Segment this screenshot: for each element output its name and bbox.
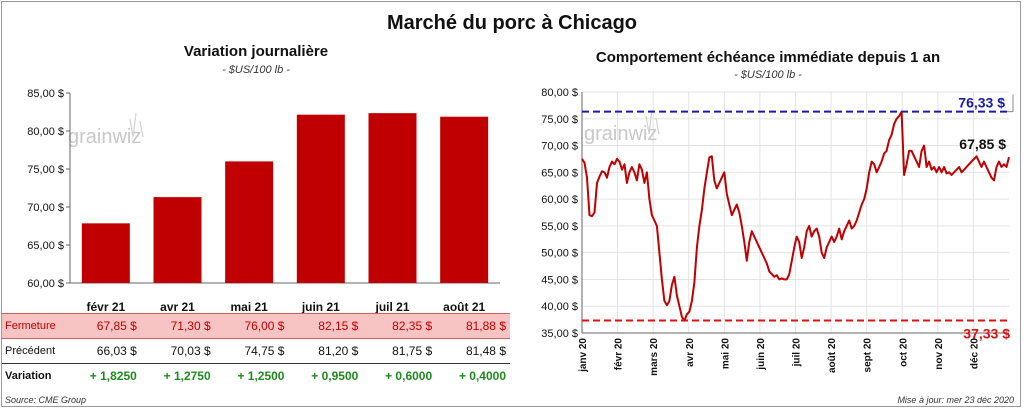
bar-y-tick-label: 60,00 $ — [27, 278, 64, 290]
previous-value: 81,75 $ — [362, 338, 437, 364]
line-chart: 35,00 $ 40,00 $ 45,00 $ 50,00 $ 55,00 $ 60,00… — [541, 87, 1014, 376]
line-y-tick-label: 70,00 $ — [541, 141, 578, 153]
close-value: 82,35 $ — [362, 313, 437, 339]
bar-y-tick-label: 75,00 $ — [27, 164, 64, 176]
line-y-tick-label: 65,00 $ — [541, 167, 578, 179]
previous-value: 81,20 $ — [288, 338, 363, 364]
close-value: 76,00 $ — [214, 313, 289, 339]
bar — [153, 197, 202, 283]
close-value: 82,15 $ — [288, 313, 363, 339]
line-x-tick-label: avr 20 — [685, 338, 696, 367]
bar-x-tick-label: avr 21 — [160, 300, 195, 314]
previous-row: Précédent 66,03 $ 70,03 $ 74,75 $ 81,20 … — [2, 338, 510, 364]
bar — [368, 113, 417, 283]
line-x-tick-label: oct 20 — [898, 338, 909, 367]
bar-x-tick-label: févr 21 — [86, 300, 125, 314]
line-x-tick-label: janv 20 — [578, 338, 589, 373]
variation-value: + 1,2750 — [163, 369, 211, 383]
bar — [81, 223, 130, 283]
right-chart-unit: - $US/100 lb - — [734, 69, 802, 81]
updated-note: Mise à jour: mer 23 déc 2020 — [897, 395, 1014, 405]
close-row: Fermeture 67,85 $ 71,30 $ 76,00 $ 82,15 … — [2, 313, 510, 339]
line-y-tick-label: 35,00 $ — [541, 328, 578, 340]
bar-x-tick-label: juil 21 — [374, 300, 409, 314]
left-chart-unit: - $US/100 lb - — [222, 64, 290, 76]
line-y-tick-label: 75,00 $ — [541, 114, 578, 126]
grainwiz-watermark: grainwiz — [584, 109, 660, 145]
close-label: Fermeture — [2, 313, 67, 339]
bar-y-tick-label: 85,00 $ — [27, 88, 64, 100]
watermark-mark — [645, 109, 660, 135]
line-x-tick-label: août 20 — [827, 338, 838, 373]
last-label: 67,85 $ — [959, 136, 1006, 152]
bar — [296, 114, 345, 283]
previous-label: Précédent — [2, 338, 67, 364]
right-chart-title: Comportement échéance immédiate depuis 1… — [595, 49, 941, 66]
line-x-tick-label: sept 20 — [863, 338, 874, 373]
bar-y-tick-label: 80,00 $ — [27, 126, 64, 138]
close-value: 81,88 $ — [436, 313, 510, 339]
line-x-tick-label: mars 20 — [649, 338, 660, 376]
bar — [440, 116, 489, 283]
variation-value: + 0,4000 — [458, 369, 506, 383]
bar-x-tick-label: mai 21 — [230, 300, 268, 314]
line-x-tick-label: nov 20 — [934, 338, 945, 370]
line-x-tick-label: juin 20 — [756, 338, 767, 371]
grainwiz-watermark: grainwiz — [68, 112, 144, 148]
variation-label: Variation — [5, 370, 52, 382]
bar-x-tick-label: août 21 — [443, 300, 485, 314]
variation-value: + 0,6000 — [385, 369, 433, 383]
line-y-tick-label: 40,00 $ — [541, 301, 578, 313]
previous-value: 70,03 $ — [140, 338, 215, 364]
left-chart-title: Variation journalière — [183, 43, 329, 60]
line-y-tick-label: 55,00 $ — [541, 221, 578, 233]
line-x-tick-label: déc 20 — [969, 338, 980, 370]
variation-value: + 1,2500 — [237, 369, 285, 383]
watermark-text: grainwiz — [584, 123, 657, 145]
bar-x-tick-label: juin 21 — [301, 300, 340, 314]
watermark-mark — [129, 112, 144, 138]
previous-value: 74,75 $ — [214, 338, 289, 364]
line-y-tick-label: 50,00 $ — [541, 248, 578, 260]
bar-chart: grainwiz 60,00 $ 65,00 $ 70,00 $ 75,00 $ 80,0… — [27, 88, 500, 314]
price-table: Fermeture 67,85 $ 71,30 $ 76,00 $ 82,15 … — [2, 313, 510, 388]
variation-value: + 0,9500 — [311, 369, 359, 383]
high-label: 76,33 $ — [958, 95, 1005, 111]
bar-y-tick-label: 65,00 $ — [27, 240, 64, 252]
close-value: 67,85 $ — [67, 313, 141, 339]
bar-y-tick-label: 70,00 $ — [27, 202, 64, 214]
line-x-tick-label: juil 20 — [792, 338, 803, 368]
previous-value: 81,48 $ — [436, 338, 510, 364]
line-x-tick-label: févr 20 — [614, 338, 625, 371]
line-x-tick-label: mai 20 — [720, 338, 731, 370]
low-label: 37,33 $ — [963, 326, 1010, 342]
line-y-tick-label: 60,00 $ — [541, 194, 578, 206]
line-y-tick-label: 80,00 $ — [541, 87, 578, 99]
line-y-tick-label: 45,00 $ — [541, 274, 578, 286]
bar — [225, 161, 274, 283]
price-line — [581, 110, 1010, 322]
main-title: Marché du porc à Chicago — [386, 12, 638, 34]
variation-row: Variation + 1,8250 + 1,2750 + 1,2500 + 0… — [2, 364, 510, 389]
variation-value: + 1,8250 — [89, 369, 137, 383]
source-note: Source: CME Group — [5, 395, 87, 405]
close-value: 71,30 $ — [140, 313, 215, 339]
previous-value: 66,03 $ — [67, 338, 141, 364]
watermark-text: grainwiz — [68, 126, 141, 148]
